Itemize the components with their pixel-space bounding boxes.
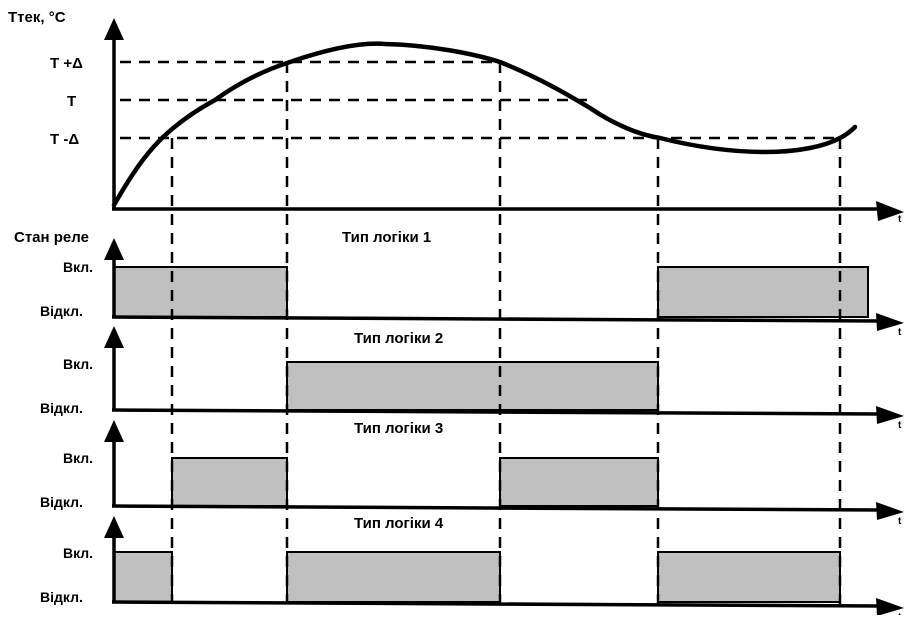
relay-on-bar — [286, 551, 501, 603]
panel-2-on-label: Вкл. — [63, 356, 93, 372]
panel-3-on-label: Вкл. — [63, 450, 93, 466]
lower-level-label: T -Δ — [50, 131, 79, 148]
temperature-panel: t Tтек, °C T +Δ T T -Δ — [8, 9, 904, 225]
panel-3-off-label: Відкл. — [40, 494, 83, 510]
temperature-curve — [111, 41, 858, 208]
relay-x-axis-arrow — [876, 598, 904, 616]
panel-title-1: Тип логіки 1 — [342, 229, 431, 246]
panel-4-on-label: Вкл. — [63, 545, 93, 561]
relay-x-axis — [111, 504, 881, 512]
relay-x-axis — [111, 408, 881, 416]
relay-state-header: Стан реле — [14, 229, 89, 246]
relay-panels: Стан реле Тип логіки 1 Тип логіки 2 Тип … — [14, 229, 904, 620]
relay-on-bar — [286, 361, 659, 411]
relay-x-axis-label: t — [898, 327, 902, 338]
relay-on-bar — [499, 457, 659, 507]
relay-x-axis — [111, 315, 881, 323]
relay-y-axis-arrow — [104, 238, 124, 260]
temperature-y-axis-arrow — [104, 18, 124, 40]
relay-x-axis-label: t — [898, 516, 902, 527]
temperature-x-axis-arrow — [876, 201, 904, 221]
relay-on-bar — [171, 457, 288, 507]
setpoint-level-label: T — [67, 93, 76, 110]
temperature-x-axis-label: t — [898, 214, 902, 225]
relay-x-axis — [111, 600, 881, 608]
relay-x-axis-arrow — [876, 406, 904, 424]
relay-x-axis-arrow — [876, 313, 904, 331]
panel-title-2: Тип логіки 2 — [354, 330, 443, 347]
panel-1-on-label: Вкл. — [63, 259, 93, 275]
temperature-y-axis-label: Tтек, °C — [8, 9, 66, 26]
relay-on-bar — [113, 551, 173, 603]
transition-lines — [170, 62, 842, 604]
panel-title-4: Тип логіки 4 — [354, 515, 444, 532]
relay-on-bar — [113, 266, 288, 318]
panel-4-off-label: Відкл. — [40, 589, 83, 605]
relay-on-bar — [657, 266, 869, 318]
relay-x-axis-label: t — [898, 420, 902, 431]
relay-y-axis-arrow — [104, 516, 124, 538]
panel-1-off-label: Відкл. — [40, 303, 83, 319]
relay-y-axis-arrow — [104, 420, 124, 442]
upper-level-label: T +Δ — [50, 55, 83, 72]
panel-title-3: Тип логіки 3 — [354, 420, 443, 437]
relay-y-axis-arrow — [104, 326, 124, 348]
relay-on-bar — [657, 551, 841, 603]
panel-2-off-label: Відкл. — [40, 400, 83, 416]
relay-x-axis-arrow — [876, 502, 904, 520]
